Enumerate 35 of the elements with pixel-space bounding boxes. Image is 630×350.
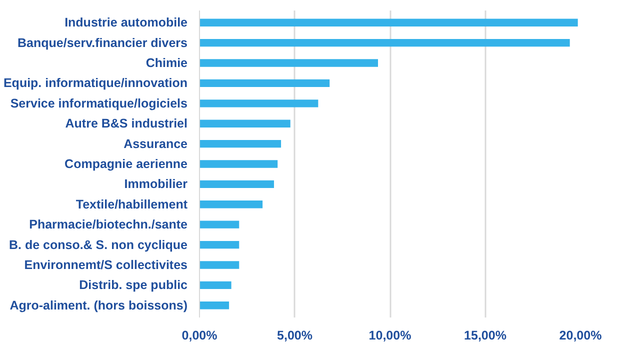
bar [200, 240, 240, 249]
x-tick-label: 15,00% [464, 328, 506, 342]
bar [200, 281, 232, 290]
bar [200, 180, 274, 188]
bar [200, 100, 318, 108]
bar [200, 140, 282, 148]
bar [200, 200, 263, 208]
y-tick-label: Service informatique/logiciels [10, 96, 188, 110]
bar [200, 18, 578, 26]
y-tick-label: Textile/habillement [76, 197, 188, 212]
y-tick-label: B. de conso.& S. non cyclique [8, 238, 188, 252]
bar [200, 120, 290, 128]
bar [200, 59, 378, 67]
x-tick-label: 10,00% [368, 328, 412, 342]
y-tick-label: Environnemt/S collectivites [24, 258, 188, 272]
x-tick-label: 0,00% [182, 328, 218, 342]
y-tick-label: Equip. informatique/innovation [3, 76, 188, 90]
y-tick-label: Distrib. spe public [79, 278, 188, 292]
x-tick-label: 5,00% [277, 328, 312, 342]
y-tick-label: Assurance [124, 136, 188, 151]
bar [200, 79, 330, 88]
y-tick-label: Immobilier [124, 177, 188, 192]
y-tick-label: Banque/serv.financier divers [18, 36, 188, 50]
y-tick-label: Chimie [146, 56, 188, 70]
y-tick-label: Autre B&S industriel [65, 116, 188, 131]
bar [200, 160, 278, 168]
y-tick-label: Compagnie aerienne [64, 157, 188, 171]
y-tick-label: Industrie automobile [64, 16, 188, 30]
bar [200, 220, 240, 228]
bar [200, 302, 230, 310]
y-tick-label: Pharmacie/biotechn./sante [29, 218, 188, 232]
bar [200, 261, 240, 269]
y-tick-label: Agro-aliment. (hors boissons) [10, 298, 188, 312]
x-tick-label: 20,00% [559, 328, 602, 342]
bar [200, 38, 570, 47]
